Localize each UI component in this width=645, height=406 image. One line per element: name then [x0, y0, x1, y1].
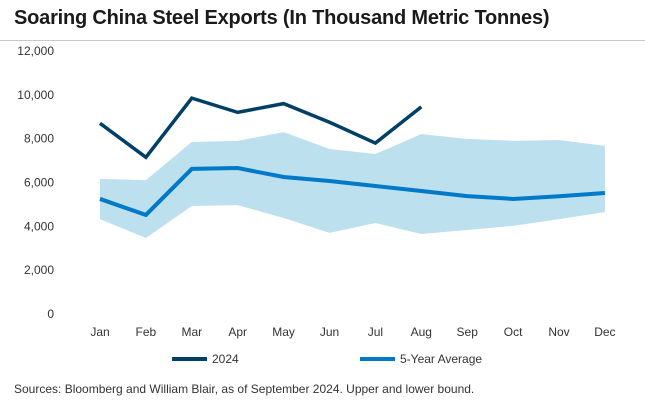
x-tick-label: May	[272, 325, 295, 339]
x-tick-label: Nov	[548, 325, 569, 339]
x-tick-label: Mar	[181, 325, 202, 339]
y-tick-label: 10,000	[17, 88, 54, 102]
x-tick-label: Feb	[136, 325, 157, 339]
x-tick-label: Aug	[411, 325, 432, 339]
x-tick-label: Oct	[504, 325, 523, 339]
x-tick-label: Dec	[594, 325, 615, 339]
legend-label: 5-Year Average	[400, 352, 482, 366]
series-line-5-year-average	[99, 166, 606, 218]
x-tick-label: Jun	[320, 325, 339, 339]
y-tick-label: 4,000	[24, 219, 54, 233]
x-tick-label: Jul	[368, 325, 383, 339]
title-divider	[0, 40, 645, 41]
y-tick-label: 0	[47, 307, 54, 321]
y-tick-label: 8,000	[24, 132, 54, 146]
chart-title: Soaring China Steel Exports (In Thousand…	[14, 7, 550, 29]
series-line-2024	[98, 96, 423, 160]
x-tick-label: Jan	[90, 325, 109, 339]
legend-label: 2024	[212, 352, 239, 366]
source-note: Sources: Bloomberg and William Blair, as…	[14, 382, 475, 396]
x-tick-label: Sep	[457, 325, 479, 339]
y-tick-label: 12,000	[17, 44, 54, 58]
x-tick-label: Apr	[228, 325, 247, 339]
y-tick-label: 6,000	[24, 176, 54, 190]
y-tick-label: 2,000	[24, 263, 54, 277]
